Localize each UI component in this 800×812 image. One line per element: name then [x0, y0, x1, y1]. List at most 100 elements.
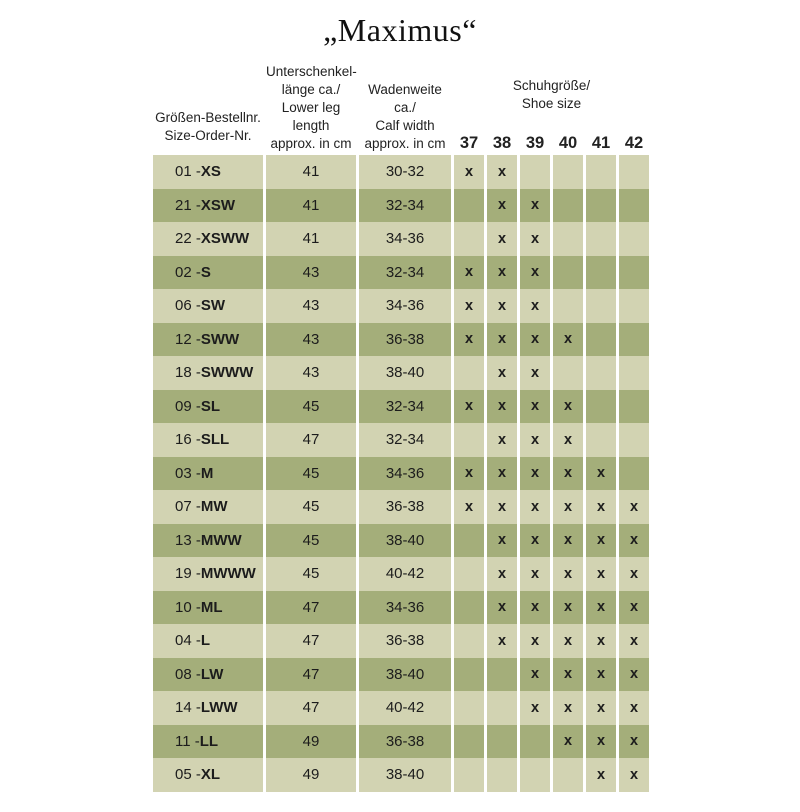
- column-header-leg-length: Unterschenkel- länge ca./ Lower leg leng…: [266, 63, 357, 155]
- order-cell: 16 - SLL: [153, 423, 263, 457]
- shoe-size-cell-38: [487, 657, 517, 691]
- shoe-size-cell-40: x: [553, 724, 583, 758]
- order-cell: 05 - XL: [153, 758, 263, 792]
- calf-width-cell: 34-36: [359, 289, 451, 323]
- order-cell: 12 - SWW: [153, 322, 263, 356]
- order-cell: 01 - XS: [153, 155, 263, 189]
- column-header-line: Size-Order-Nr.: [164, 128, 252, 143]
- size-mark: x: [563, 331, 573, 348]
- size-mark: x: [629, 498, 639, 515]
- shoe-size-cell-42: [619, 456, 649, 490]
- size-mark: x: [563, 699, 573, 716]
- size-code: S: [200, 263, 211, 281]
- shoe-size-cell-41: [586, 322, 616, 356]
- size-mark: x: [629, 733, 639, 750]
- leg-length-cell: 41: [266, 155, 356, 189]
- leg-length-cell: 45: [266, 389, 356, 423]
- size-mark: x: [497, 264, 507, 281]
- size-mark: x: [464, 498, 474, 515]
- size-mark: x: [563, 465, 573, 482]
- shoe-size-cell-38: x: [487, 624, 517, 658]
- size-mark: x: [530, 498, 540, 515]
- order-cell: 13 - MWW: [153, 523, 263, 557]
- size-mark: x: [497, 163, 507, 180]
- calf-width-cell: 38-40: [359, 657, 451, 691]
- order-number: 06 -: [175, 297, 201, 315]
- shoe-size-header-39: 39: [525, 134, 545, 152]
- size-mark: x: [563, 565, 573, 582]
- order-cell: 02 - S: [153, 255, 263, 289]
- shoe-size-cell-42: x: [619, 758, 649, 792]
- shoe-size-cell-39: [520, 155, 550, 189]
- shoe-size-cell-41: x: [586, 557, 616, 591]
- size-mark: x: [530, 197, 540, 214]
- size-chart-page: „Maximus“ Größen-Bestellnr. Size-Order-N…: [0, 12, 800, 812]
- shoe-size-cell-42: x: [619, 557, 649, 591]
- table-row: 18 - SWWW 43 38-40 x x: [153, 356, 649, 390]
- shoe-size-cell-39: [520, 724, 550, 758]
- shoe-size-header-40: 40: [558, 134, 578, 152]
- shoe-size-cell-39: x: [520, 389, 550, 423]
- size-mark: x: [629, 565, 639, 582]
- order-cell: 08 - LW: [153, 657, 263, 691]
- shoe-size-cell-40: [553, 255, 583, 289]
- order-number: 13 -: [175, 531, 201, 549]
- order-number: 18 -: [175, 364, 201, 382]
- size-mark: x: [596, 766, 606, 783]
- size-mark: x: [497, 197, 507, 214]
- column-header-line: länge ca./: [281, 82, 341, 97]
- size-mark: x: [563, 532, 573, 549]
- shoe-size-cell-37: x: [454, 155, 484, 189]
- shoe-size-cell-40: x: [553, 590, 583, 624]
- shoe-size-cell-37: [454, 423, 484, 457]
- order-cell: 09 - SL: [153, 389, 263, 423]
- shoe-size-cell-41: [586, 356, 616, 390]
- shoe-size-cell-38: [487, 758, 517, 792]
- column-header-line: Größen-Bestellnr.: [155, 110, 261, 125]
- table-row: 07 - MW 45 36-38 x x x x x x: [153, 490, 649, 524]
- calf-width-cell: 36-38: [359, 490, 451, 524]
- order-number: 02 -: [175, 263, 201, 281]
- table-row: 19 - MWWW 45 40-42 x x x x x: [153, 557, 649, 591]
- calf-width-cell: 32-34: [359, 423, 451, 457]
- shoe-size-cell-42: [619, 322, 649, 356]
- shoe-size-cell-37: x: [454, 289, 484, 323]
- calf-width-cell: 34-36: [359, 222, 451, 256]
- leg-length-cell: 47: [266, 590, 356, 624]
- leg-length-cell: 43: [266, 255, 356, 289]
- shoe-size-cell-38: [487, 724, 517, 758]
- size-mark: x: [530, 331, 540, 348]
- leg-length-cell: 43: [266, 356, 356, 390]
- size-code: LW: [200, 665, 224, 683]
- shoe-size-cell-37: x: [454, 322, 484, 356]
- shoe-size-cell-40: x: [553, 322, 583, 356]
- column-header-line: Calf width: [375, 118, 435, 133]
- size-mark: x: [464, 163, 474, 180]
- shoe-size-cell-41: [586, 155, 616, 189]
- calf-width-cell: 30-32: [359, 155, 451, 189]
- size-code: XS: [200, 163, 221, 181]
- size-mark: x: [563, 431, 573, 448]
- shoe-size-cell-42: [619, 155, 649, 189]
- table-row: 02 - S 43 32-34 x x x: [153, 255, 649, 289]
- shoe-size-cell-37: x: [454, 456, 484, 490]
- calf-width-cell: 36-38: [359, 724, 451, 758]
- size-code: M: [200, 464, 214, 482]
- size-table-header: Größen-Bestellnr. Size-Order-Nr. Untersc…: [153, 63, 649, 155]
- size-mark: x: [563, 498, 573, 515]
- shoe-size-cell-38: x: [487, 523, 517, 557]
- order-cell: 03 - M: [153, 456, 263, 490]
- order-number: 22 -: [175, 230, 201, 248]
- calf-width-cell: 36-38: [359, 322, 451, 356]
- size-code: SW: [200, 297, 226, 315]
- leg-length-cell: 49: [266, 724, 356, 758]
- size-mark: x: [530, 398, 540, 415]
- shoe-size-cell-41: x: [586, 523, 616, 557]
- table-row: 04 - L 47 36-38 x x x x x: [153, 624, 649, 658]
- size-mark: x: [497, 599, 507, 616]
- order-number: 19 -: [175, 565, 201, 583]
- size-mark: x: [530, 532, 540, 549]
- shoe-size-cell-39: x: [520, 490, 550, 524]
- order-cell: 06 - SW: [153, 289, 263, 323]
- shoe-size-cell-40: x: [553, 557, 583, 591]
